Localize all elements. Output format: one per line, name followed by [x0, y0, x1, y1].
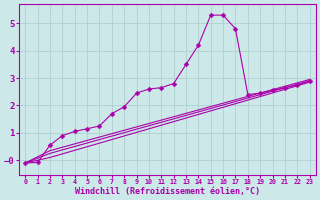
X-axis label: Windchill (Refroidissement éolien,°C): Windchill (Refroidissement éolien,°C)	[75, 187, 260, 196]
